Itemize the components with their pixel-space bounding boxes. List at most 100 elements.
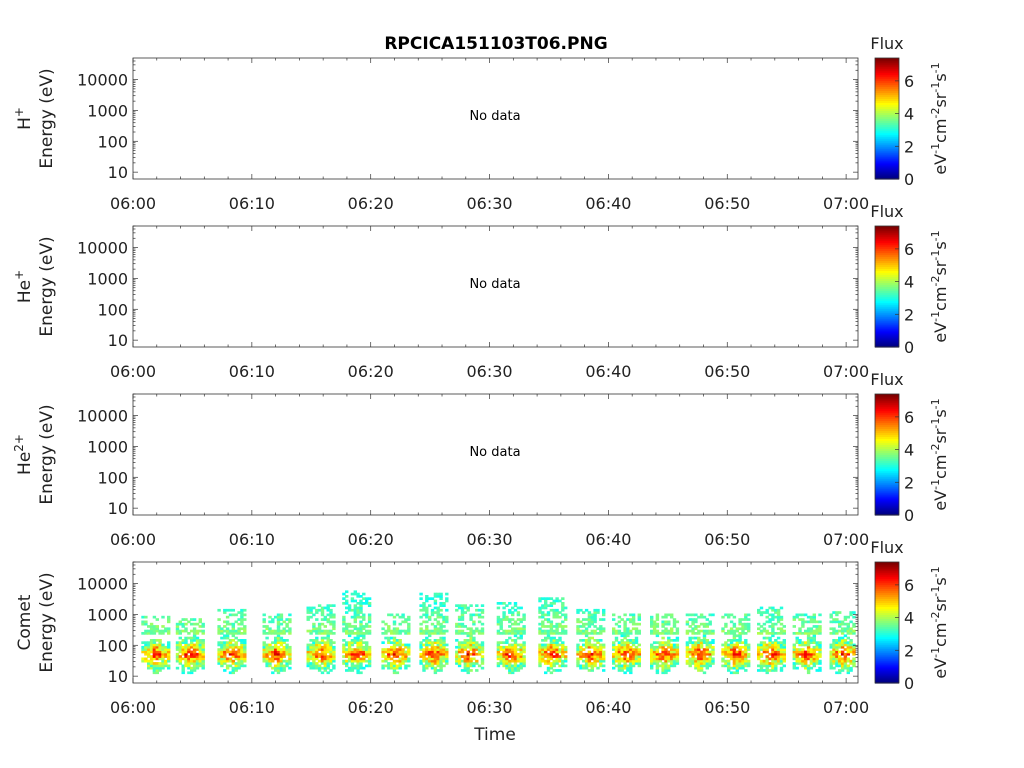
spectrogram-cell: [312, 659, 316, 663]
spectrogram-cell: [425, 664, 429, 668]
spectrogram-cell: [436, 648, 440, 651]
spectrogram-cell: [419, 641, 423, 644]
spectrogram-cell: [387, 636, 391, 640]
spectrogram-cell: [516, 606, 521, 610]
spectrogram-cell: [732, 632, 737, 635]
spectrogram-cell: [691, 622, 695, 626]
spectrogram-cell: [359, 643, 363, 647]
spectrogram-cell: [699, 629, 704, 633]
spectrogram-cell: [771, 666, 775, 670]
spectrogram-cell: [390, 652, 394, 656]
spectrogram-cell: [466, 632, 470, 635]
spectrogram-cell: [466, 634, 470, 638]
spectrogram-cell: [477, 650, 482, 654]
spectrogram-cell: [620, 652, 624, 656]
spectrogram-cell: [771, 634, 775, 638]
spectrogram-cell: [359, 664, 363, 668]
spectrogram-cell: [141, 659, 145, 663]
spectrogram-cell: [184, 655, 188, 658]
spectrogram-cell: [381, 666, 385, 670]
spectrogram-cell: [744, 632, 748, 635]
spectrogram-cell: [347, 652, 352, 656]
spectrogram-cell: [425, 666, 429, 670]
spectrogram-cell: [587, 632, 592, 635]
no-data-message: No data: [469, 445, 520, 460]
spectrogram-cell: [317, 625, 322, 628]
colorbar-swatch: [875, 286, 899, 290]
colorbar-swatch: [875, 644, 899, 648]
spectrogram-cell: [655, 650, 660, 654]
colorbar-swatch: [875, 476, 899, 480]
spectrogram-cell: [326, 641, 330, 644]
spectrogram-cell: [390, 657, 394, 661]
spectrogram-cell: [472, 620, 476, 624]
spectrogram-cell: [576, 664, 580, 668]
y-tick-label: 100: [97, 132, 128, 151]
spectrogram-cell: [430, 611, 435, 614]
spectrogram-cell: [513, 666, 518, 670]
spectrogram-cell: [667, 657, 671, 661]
colorbar-swatch: [875, 104, 899, 107]
spectrogram-cell: [721, 650, 725, 654]
spectrogram-cell: [362, 641, 366, 644]
spectrogram-cell: [262, 643, 266, 647]
spectrogram-cell: [765, 669, 769, 672]
spectrogram-cell: [631, 615, 636, 619]
spectrogram-cell: [433, 662, 438, 665]
spectrogram-cell: [398, 629, 402, 633]
spectrogram-cell: [326, 645, 330, 649]
spectrogram-cell: [564, 625, 568, 628]
spectrogram-cell: [801, 622, 805, 626]
spectrogram-cell: [276, 671, 281, 675]
spectrogram-cell: [744, 650, 748, 654]
spectrogram-cell: [667, 622, 671, 626]
spectrogram-cell: [735, 671, 739, 675]
colorbar-title: Flux: [870, 370, 903, 389]
spectrogram-cell: [727, 615, 731, 619]
y-tick-label: 1000: [87, 101, 128, 120]
x-tick-label: 06:30: [467, 698, 513, 717]
colorbar-swatch: [875, 76, 899, 79]
spectrogram-cell: [637, 648, 641, 651]
spectrogram-cell: [231, 629, 235, 633]
spectrogram-cell: [158, 666, 162, 670]
colorbar-swatch: [875, 490, 899, 494]
spectrogram-cell: [561, 613, 565, 617]
spectrogram-cell: [237, 645, 241, 649]
spectrogram-cell: [812, 632, 816, 635]
spectrogram-cell: [519, 636, 523, 640]
spectrogram-cell: [326, 618, 330, 621]
spectrogram-cell: [433, 627, 438, 631]
spectrogram-cell: [342, 602, 346, 605]
spectrogram-cell: [667, 639, 671, 642]
spectrogram-cell: [538, 650, 542, 654]
spectrogram-cell: [840, 669, 845, 672]
colorbar-swatch: [875, 494, 899, 498]
spectrogram-cell: [149, 629, 154, 633]
spectrogram-cell: [445, 620, 449, 624]
spectrogram-cell: [664, 641, 668, 644]
y-tick-label: 10000: [77, 239, 128, 258]
spectrogram-cell: [702, 641, 707, 644]
spectrogram-cell: [735, 627, 739, 631]
spectrogram-cell: [288, 662, 292, 665]
spectrogram-cell: [353, 590, 357, 594]
spectrogram-cell: [395, 627, 400, 631]
spectrogram-cell: [392, 666, 397, 670]
spectrogram-cell: [655, 622, 660, 626]
spectrogram-cell: [629, 632, 633, 635]
spectrogram-cell: [688, 664, 692, 668]
spectrogram-cell: [634, 645, 639, 649]
spectrogram-cell: [181, 639, 185, 642]
spectrogram-cell: [544, 602, 548, 605]
spectrogram-cell: [541, 625, 545, 628]
spectrogram-cell: [475, 643, 479, 647]
spectrogram-cell: [390, 648, 394, 651]
spectrogram-cell: [460, 641, 465, 644]
spectrogram-cell: [849, 613, 853, 617]
spectrogram-cell: [541, 632, 545, 635]
spectrogram-cell: [617, 650, 622, 654]
spectrogram-cell: [436, 629, 440, 633]
spectrogram-cell: [195, 645, 200, 649]
spectrogram-cell: [345, 595, 349, 598]
